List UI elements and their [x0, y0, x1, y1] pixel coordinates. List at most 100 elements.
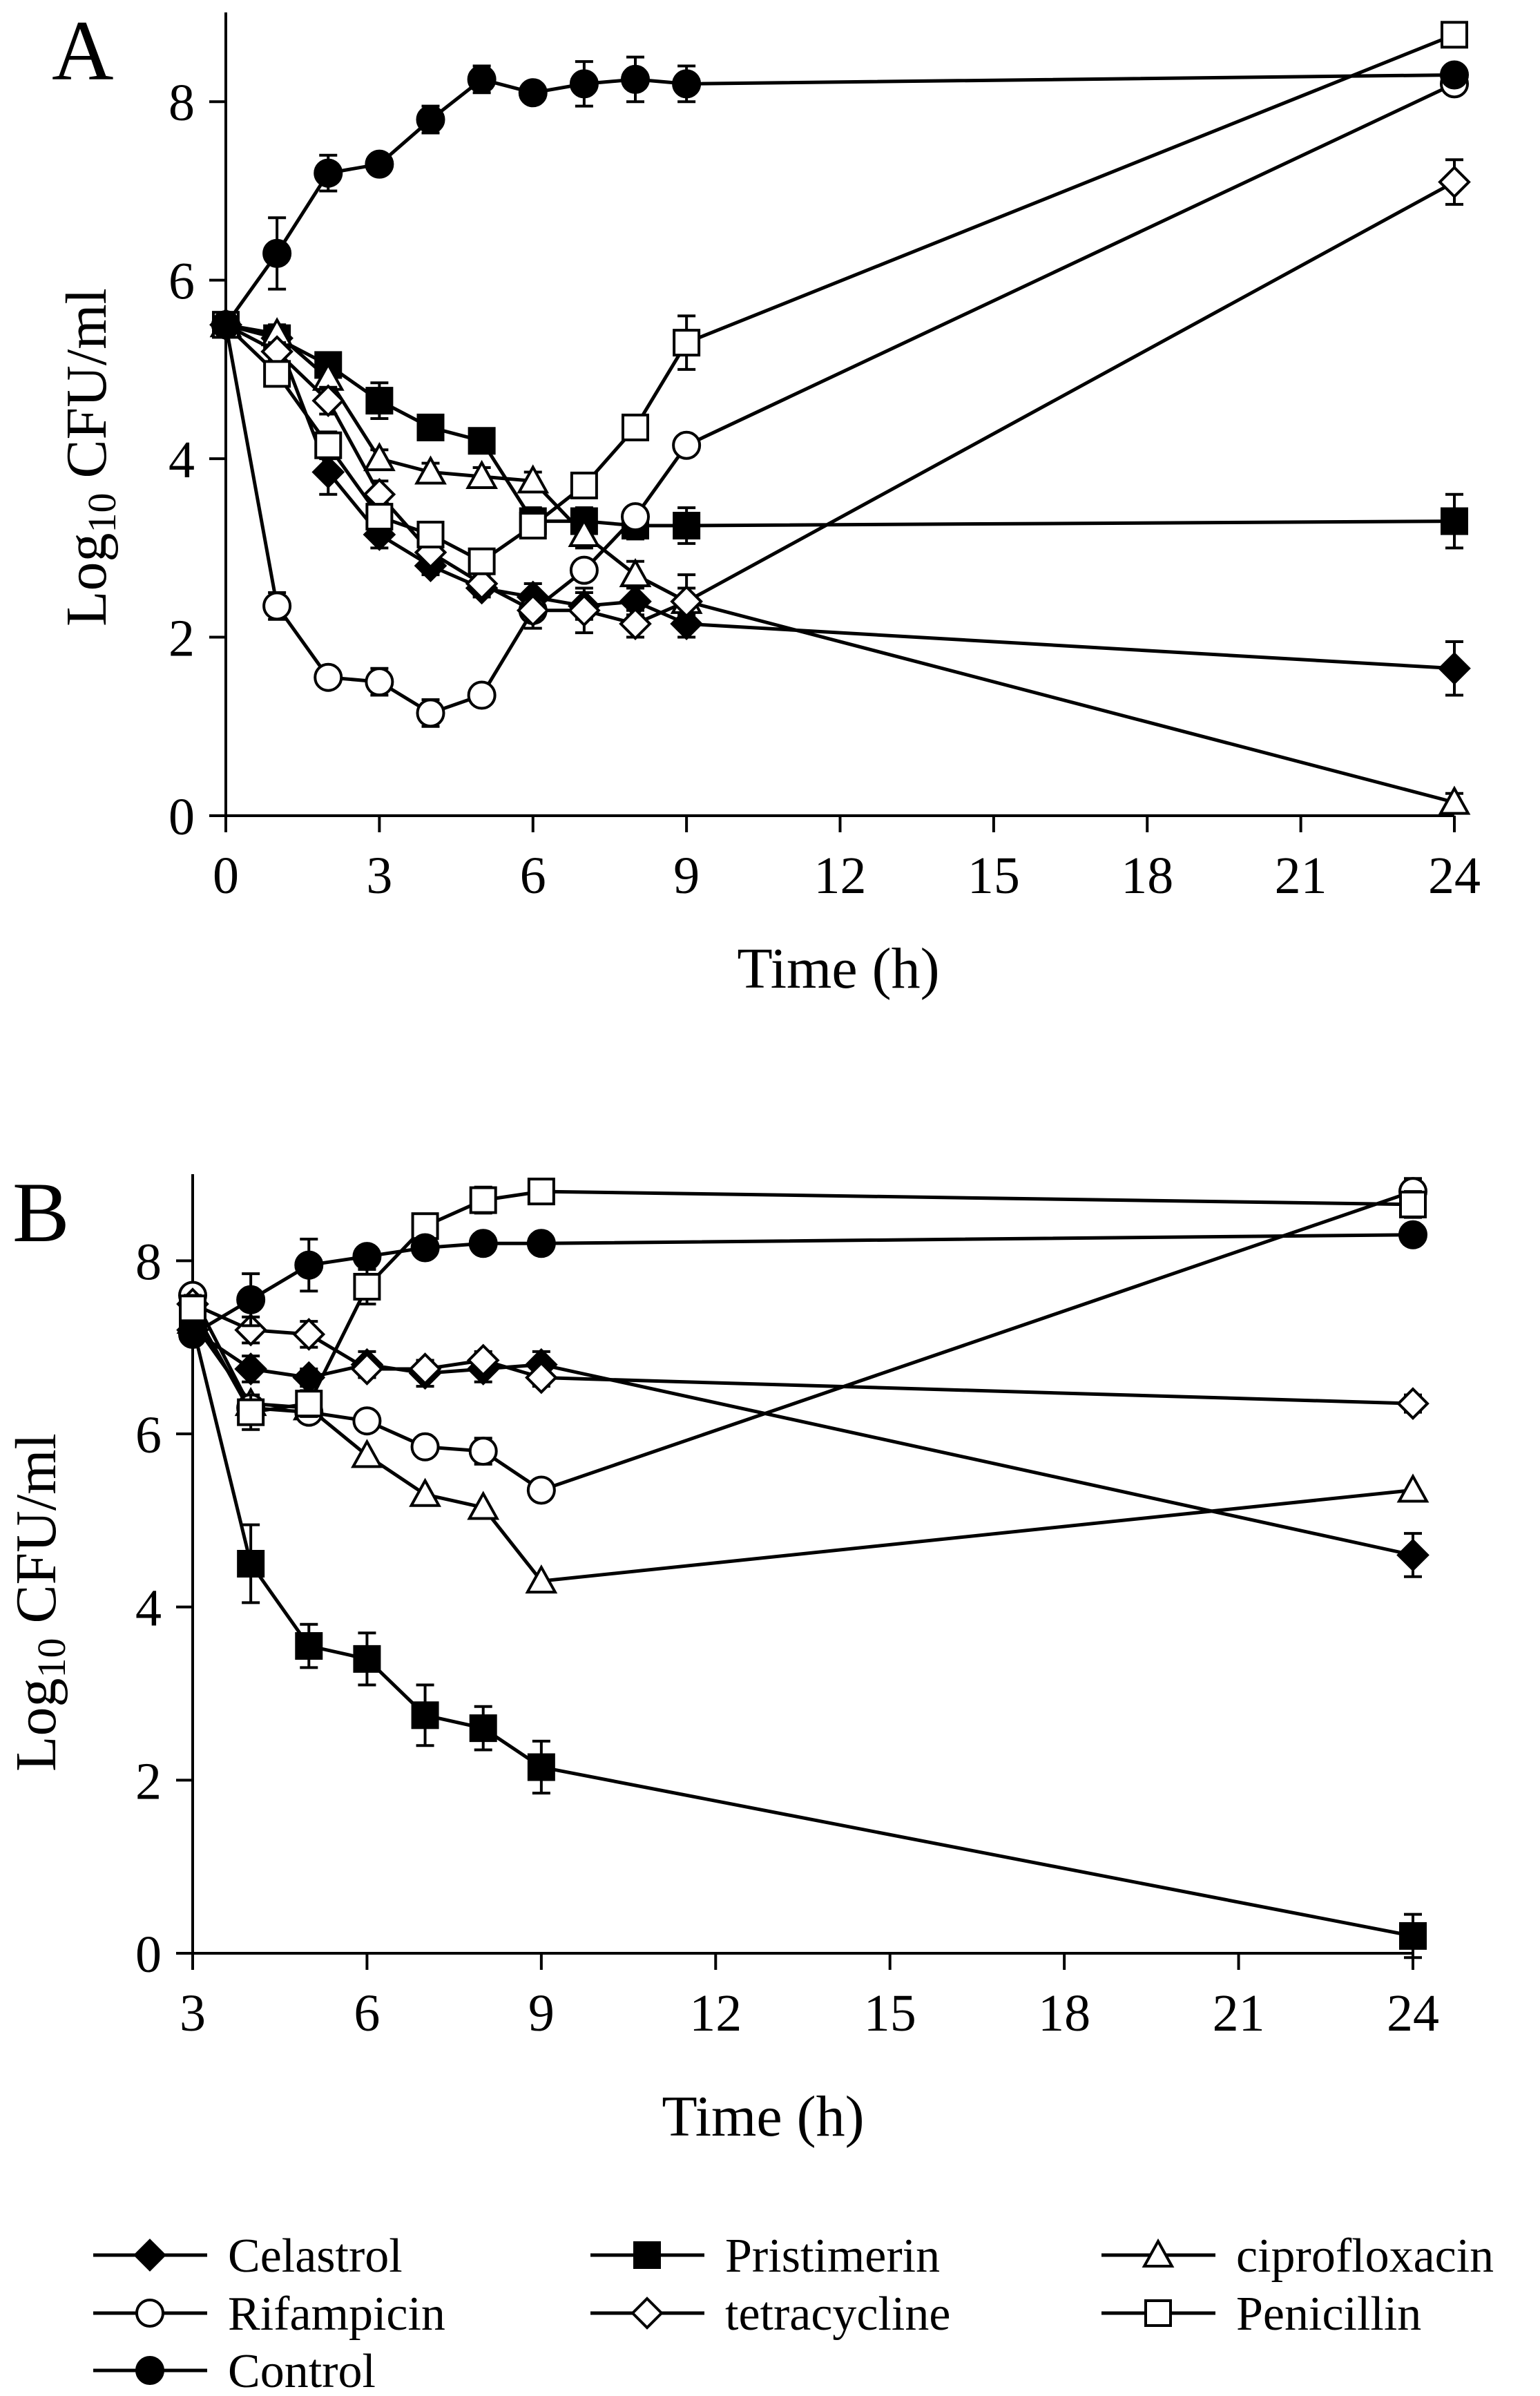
series-line-ciprofloxacin — [225, 323, 1455, 805]
panel-b-y-tick-label: 4 — [135, 1580, 162, 1638]
data-point-rifampicin — [416, 698, 445, 728]
data-point-ciprofloxacin — [351, 1439, 383, 1468]
panel-a-series-ciprofloxacin — [209, 308, 1471, 815]
data-point-ciprofloxacin — [409, 1477, 441, 1507]
panel-b-x-tick-label: 9 — [528, 1984, 555, 2042]
data-point-control — [569, 69, 599, 99]
data-point-tetracycline — [516, 593, 550, 627]
data-point-penicillin — [1441, 21, 1468, 49]
panel-b-x-tick-label: 24 — [1387, 1984, 1439, 2042]
panel-a-series-celastrol — [209, 308, 1471, 697]
series-line-control — [224, 73, 1455, 326]
data-point-rifampicin — [569, 555, 599, 585]
data-point-ciprofloxacin — [525, 1564, 558, 1594]
legend-marker-penicillin — [1144, 2299, 1172, 2327]
data-point-penicillin — [179, 1294, 206, 1323]
panel-a-y-tick-label: 0 — [169, 788, 195, 846]
data-point-tetracycline — [466, 1343, 500, 1377]
data-point-ciprofloxacin — [517, 464, 550, 494]
data-point-ciprofloxacin — [1396, 1473, 1430, 1503]
panel-b-x-tick-label: 15 — [864, 1984, 916, 2042]
panel-b-x-axis-title: Time (h) — [662, 2084, 864, 2149]
panel-a-ylabel-base: Log — [55, 533, 119, 626]
panel-a-y-axis-title: Log10 CFU/ml — [55, 288, 124, 626]
panel-b-y-tick-label: 0 — [135, 1926, 162, 1984]
legend-marker-ciprofloxacin — [1142, 2238, 1175, 2268]
data-point-penicillin — [519, 512, 547, 540]
legend-marker-celastrol — [133, 2239, 166, 2272]
panel-b-chart: B Time (h) Log10 CFU/ml 3 6 9 12 15 18 21 24024… — [4, 1165, 1439, 2149]
data-point-ciprofloxacin — [619, 557, 652, 588]
panel-b-x-tick-label: 21 — [1213, 1984, 1265, 2042]
data-point-pristimerin — [527, 1753, 555, 1781]
panel-a-series-control — [211, 55, 1469, 340]
data-point-tetracycline — [670, 585, 703, 618]
panel-a-series-penicillin — [212, 21, 1468, 575]
data-point-control — [1440, 60, 1469, 90]
data-point-penicillin — [365, 503, 394, 531]
panel-a-x-tick-label: 6 — [520, 847, 546, 905]
legend-marker-control — [135, 2356, 164, 2385]
panel-a-y-tick-label: 2 — [169, 610, 195, 668]
data-point-ciprofloxacin — [467, 1491, 500, 1520]
data-point-control — [352, 1242, 382, 1272]
legend-label: Penicillin — [1236, 2288, 1421, 2341]
panel-b-series-penicillin — [179, 1178, 1427, 1431]
panel-a-y-tick-label: 8 — [169, 74, 195, 132]
panel-b-letter: B — [12, 1165, 70, 1260]
legend-marker-pristimerin — [633, 2241, 661, 2269]
data-point-tetracycline — [408, 1352, 442, 1386]
data-point-control — [621, 64, 650, 94]
data-point-ciprofloxacin — [414, 455, 447, 485]
data-point-ciprofloxacin — [363, 441, 396, 472]
data-point-control — [467, 64, 497, 94]
legend-item-pristimerin: Pristimerin — [590, 2230, 940, 2283]
data-point-rifampicin — [621, 502, 650, 532]
data-point-rifampicin — [410, 1432, 440, 1461]
panel-b-series-control — [178, 1220, 1427, 1349]
data-point-penicillin — [314, 431, 343, 459]
data-point-rifampicin — [468, 1437, 498, 1466]
data-point-rifampicin — [352, 1406, 382, 1436]
panel-a-series-rifampicin — [211, 69, 1469, 728]
panel-a-x-tick-label: 12 — [814, 847, 867, 905]
data-point-rifampicin — [314, 662, 343, 692]
data-point-control — [526, 1229, 556, 1258]
data-point-pristimerin — [673, 512, 701, 540]
data-point-ciprofloxacin — [568, 517, 601, 547]
data-point-penicillin — [622, 413, 649, 441]
panel-a-ylabel-sub: 10 — [79, 493, 124, 533]
panel-b-x-tick-label: 3 — [180, 1984, 206, 2042]
data-point-control — [1398, 1220, 1427, 1249]
data-point-penicillin — [237, 1398, 265, 1426]
data-point-penicillin — [527, 1178, 555, 1206]
legend-marker-rifampicin — [135, 2299, 164, 2328]
data-point-control — [211, 310, 240, 340]
legend-label: tetracycline — [725, 2288, 950, 2341]
series-line-penicillin — [224, 32, 1455, 564]
legend-label: ciprofloxacin — [1236, 2230, 1494, 2283]
data-point-ciprofloxacin — [465, 459, 499, 489]
data-point-ciprofloxacin — [1438, 785, 1471, 815]
legend-label: Pristimerin — [725, 2230, 940, 2283]
data-point-tetracycline — [465, 567, 499, 600]
legend-item-control: Control — [93, 2345, 376, 2396]
data-point-pristimerin — [353, 1645, 381, 1673]
data-point-tetracycline — [350, 1352, 384, 1386]
data-point-rifampicin — [467, 680, 497, 710]
panel-a-ylabel-rest: CFU/ml — [55, 288, 119, 492]
data-point-penicillin — [570, 471, 598, 499]
data-point-pristimerin — [1441, 507, 1468, 535]
panel-a-y-tick-label: 6 — [169, 253, 195, 311]
data-point-tetracycline — [311, 384, 345, 417]
data-point-tetracycline — [1396, 1387, 1430, 1420]
data-point-control — [178, 1319, 207, 1349]
data-point-rifampicin — [262, 591, 292, 621]
panel-a-x-tick-label: 21 — [1275, 847, 1327, 905]
data-point-control — [672, 69, 702, 99]
data-point-celastrol — [292, 1361, 326, 1395]
legend-marker-tetracycline — [631, 2297, 664, 2330]
legend-item-ciprofloxacin: ciprofloxacin — [1101, 2230, 1494, 2283]
panel-b-y-tick-label: 2 — [135, 1752, 162, 1810]
